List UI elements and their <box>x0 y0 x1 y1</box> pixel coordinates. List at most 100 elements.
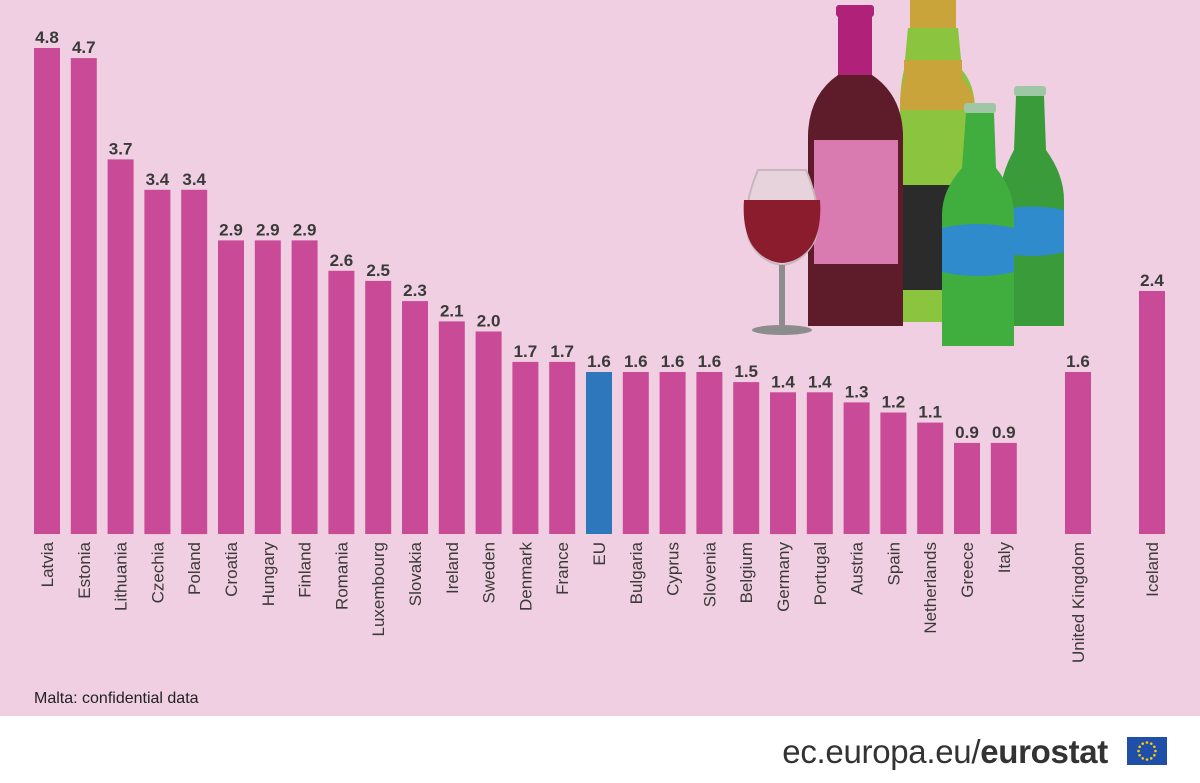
category-label-iceland: Iceland <box>1143 542 1162 597</box>
category-label-united-kingdom: United Kingdom <box>1069 542 1088 663</box>
eu-star <box>1137 749 1140 753</box>
category-label-france: France <box>553 542 572 595</box>
category-label-hungary: Hungary <box>259 542 278 607</box>
value-label-lithuania: 3.7 <box>109 139 133 158</box>
bar-romania <box>328 270 355 535</box>
value-label-portugal: 1.4 <box>808 372 832 391</box>
value-label-latvia: 4.8 <box>35 28 59 47</box>
bar-iceland <box>1139 291 1165 534</box>
footnote: Malta: confidential data <box>34 690 199 707</box>
category-label-sweden: Sweden <box>480 542 499 603</box>
bar-germany <box>770 392 796 535</box>
value-label-denmark: 1.7 <box>514 342 538 361</box>
value-label-united-kingdom: 1.6 <box>1066 352 1090 371</box>
value-label-ireland: 2.1 <box>440 301 464 320</box>
value-label-luxembourg: 2.5 <box>366 261 390 280</box>
eu-star <box>1153 745 1156 749</box>
category-label-denmark: Denmark <box>516 542 535 611</box>
eu-star <box>1141 757 1145 760</box>
wine-bottle-icon <box>808 5 903 326</box>
category-label-finland: Finland <box>296 542 315 598</box>
category-label-slovenia: Slovenia <box>700 541 719 607</box>
bar-greece <box>954 442 980 534</box>
value-label-france: 1.7 <box>550 342 574 361</box>
value-label-romania: 2.6 <box>330 251 354 270</box>
category-label-estonia: Estonia <box>75 541 94 598</box>
bar-chart: 4.8 4.7 3.7 3.4 3.4 2.9 2.9 2.9 2.6 2.5 2.3 2.1 2.0 1… <box>34 0 1165 663</box>
bar-lithuania <box>107 159 134 534</box>
bar-finland <box>291 240 318 534</box>
category-label-czechia: Czechia <box>148 541 167 603</box>
value-label-eu: 1.6 <box>587 352 611 371</box>
value-label-estonia: 4.7 <box>72 38 96 57</box>
category-label-lithuania: Lithuania <box>112 541 131 611</box>
value-label-netherlands: 1.1 <box>918 403 942 422</box>
value-label-hungary: 2.9 <box>256 220 280 239</box>
category-label-latvia: Latvia <box>38 541 57 587</box>
category-label-slovakia: Slovakia <box>406 541 425 606</box>
category-label-belgium: Belgium <box>737 542 756 603</box>
drinks-illustration <box>743 0 1064 346</box>
value-label-slovakia: 2.3 <box>403 281 427 300</box>
bar-cyprus <box>659 372 686 534</box>
eu-star <box>1138 745 1141 749</box>
value-label-finland: 2.9 <box>293 220 317 239</box>
eu-star <box>1153 753 1156 757</box>
bar-croatia <box>218 240 244 534</box>
value-label-poland: 3.4 <box>182 170 206 189</box>
category-label-poland: Poland <box>185 542 204 595</box>
category-label-romania: Romania <box>332 541 351 610</box>
eu-star <box>1145 758 1149 761</box>
bar-portugal <box>806 392 833 535</box>
bar-slovakia <box>402 301 428 534</box>
bar-belgium <box>733 382 760 534</box>
value-label-belgium: 1.5 <box>734 362 758 381</box>
bar-hungary <box>254 240 281 534</box>
category-label-ireland: Ireland <box>443 542 462 594</box>
category-label-cyprus: Cyprus <box>664 542 683 596</box>
bar-poland <box>181 189 208 535</box>
category-label-italy: Italy <box>995 542 1014 574</box>
bar-luxembourg <box>365 280 392 534</box>
eu-star <box>1154 749 1157 753</box>
value-labels-group: 4.8 4.7 3.7 3.4 3.4 2.9 2.9 2.9 2.6 2.5 2.3 2.1 2.0 1… <box>35 28 1164 442</box>
eu-flag-icon <box>1127 737 1167 765</box>
eu-star <box>1145 741 1149 744</box>
bar-italy <box>990 442 1017 534</box>
value-label-sweden: 2.0 <box>477 312 501 331</box>
bar-austria <box>843 402 870 534</box>
category-label-bulgaria: Bulgaria <box>627 541 646 604</box>
category-label-austria: Austria <box>848 541 867 594</box>
category-label-greece: Greece <box>958 542 977 598</box>
beer-bottle-icon <box>1000 86 1064 326</box>
eu-star <box>1149 742 1153 745</box>
eu-star <box>1138 753 1141 757</box>
category-label-spain: Spain <box>884 542 903 585</box>
bar-ireland <box>438 321 465 534</box>
bar-eu <box>586 372 612 534</box>
value-label-cyprus: 1.6 <box>661 352 685 371</box>
value-label-slovenia: 1.6 <box>698 352 722 371</box>
brand-name: eurostat <box>980 733 1108 770</box>
category-label-germany: Germany <box>774 542 793 612</box>
bar-latvia <box>34 48 60 534</box>
beer-bottle-icon <box>942 103 1014 346</box>
bar-sweden <box>475 331 502 534</box>
category-label-eu: EU <box>590 542 609 566</box>
bar-denmark <box>512 361 539 534</box>
bars-group <box>34 48 1165 535</box>
value-label-italy: 0.9 <box>992 423 1016 442</box>
site-url: ec.europa.eu/ <box>782 733 981 770</box>
bar-united-kingdom <box>1065 372 1091 534</box>
eu-star <box>1141 742 1145 745</box>
bar-estonia <box>70 58 97 534</box>
value-label-greece: 0.9 <box>955 423 979 442</box>
category-label-netherlands: Netherlands <box>921 542 940 634</box>
value-label-spain: 1.2 <box>882 393 906 412</box>
category-label-croatia: Croatia <box>222 541 241 596</box>
bar-netherlands <box>917 422 944 534</box>
eurostat-link[interactable]: ec.europa.eu/eurostat <box>782 733 1108 771</box>
value-label-germany: 1.4 <box>771 372 795 391</box>
value-label-croatia: 2.9 <box>219 220 243 239</box>
